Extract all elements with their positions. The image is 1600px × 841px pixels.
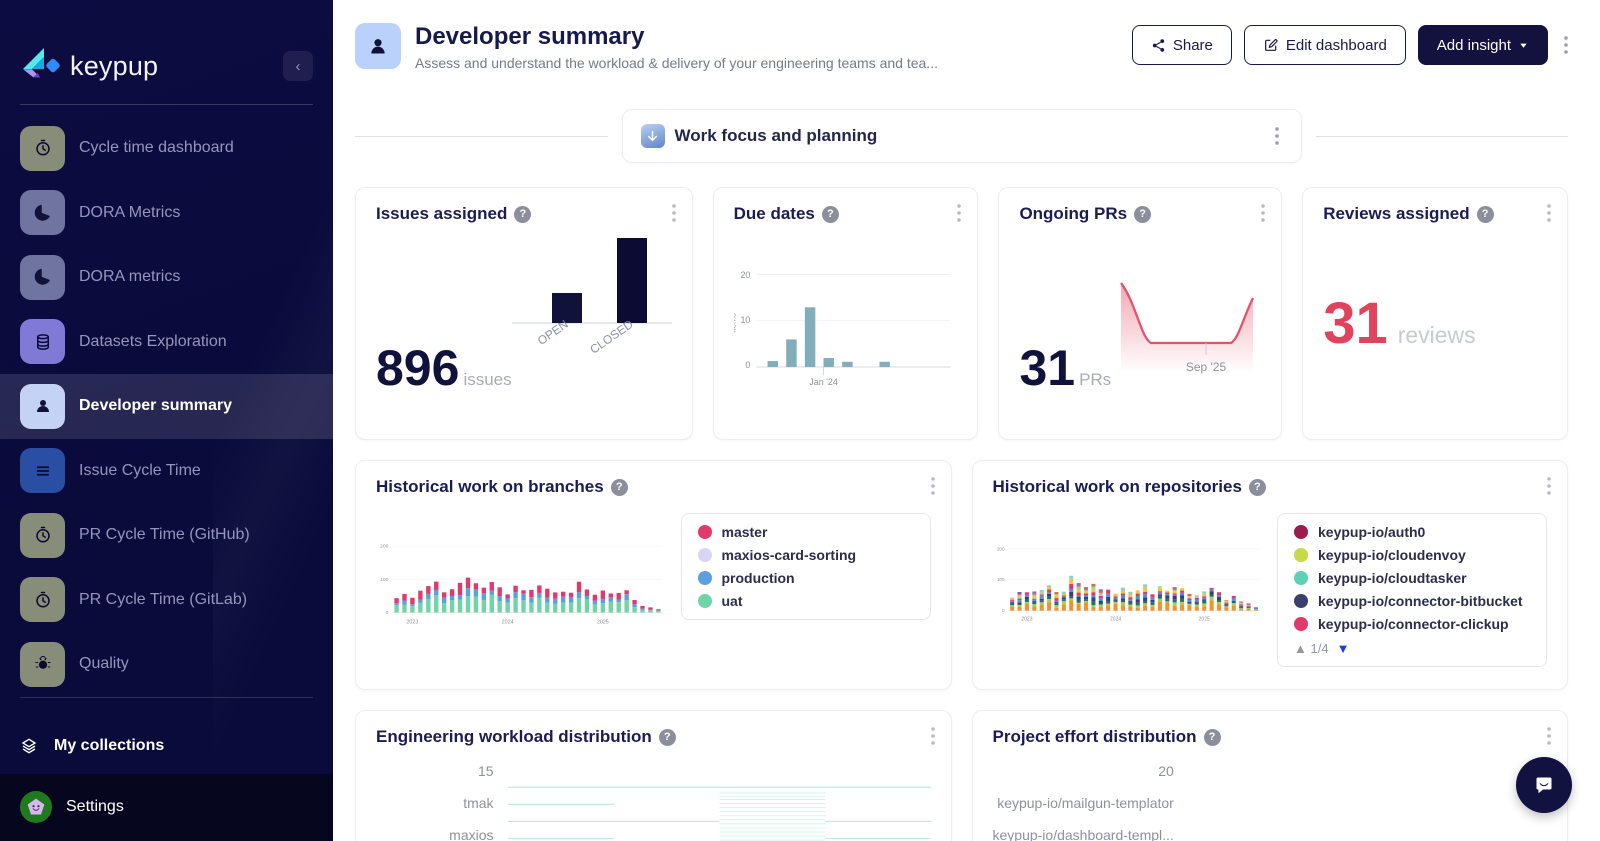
svg-text:2024: 2024 xyxy=(1109,617,1120,623)
svg-text:2024: 2024 xyxy=(502,619,514,625)
svg-text:0: 0 xyxy=(386,610,389,616)
svg-text:2025: 2025 xyxy=(597,619,609,625)
svg-text:0: 0 xyxy=(745,360,750,370)
svg-text:0: 0 xyxy=(1002,608,1005,613)
svg-text:200: 200 xyxy=(380,544,389,550)
svg-text:Jan '24: Jan '24 xyxy=(809,377,838,387)
svg-text:200: 200 xyxy=(996,546,1004,551)
svg-text:2025: 2025 xyxy=(1198,617,1209,623)
svg-text:2023: 2023 xyxy=(1021,617,1032,623)
svg-text:Items: Items xyxy=(734,313,737,333)
svg-text:100: 100 xyxy=(996,577,1004,582)
svg-text:2023: 2023 xyxy=(406,619,418,625)
svg-text:20: 20 xyxy=(740,270,750,280)
svg-text:Sep '25: Sep '25 xyxy=(1186,360,1227,374)
svg-text:100: 100 xyxy=(380,577,389,583)
svg-text:10: 10 xyxy=(740,315,750,325)
